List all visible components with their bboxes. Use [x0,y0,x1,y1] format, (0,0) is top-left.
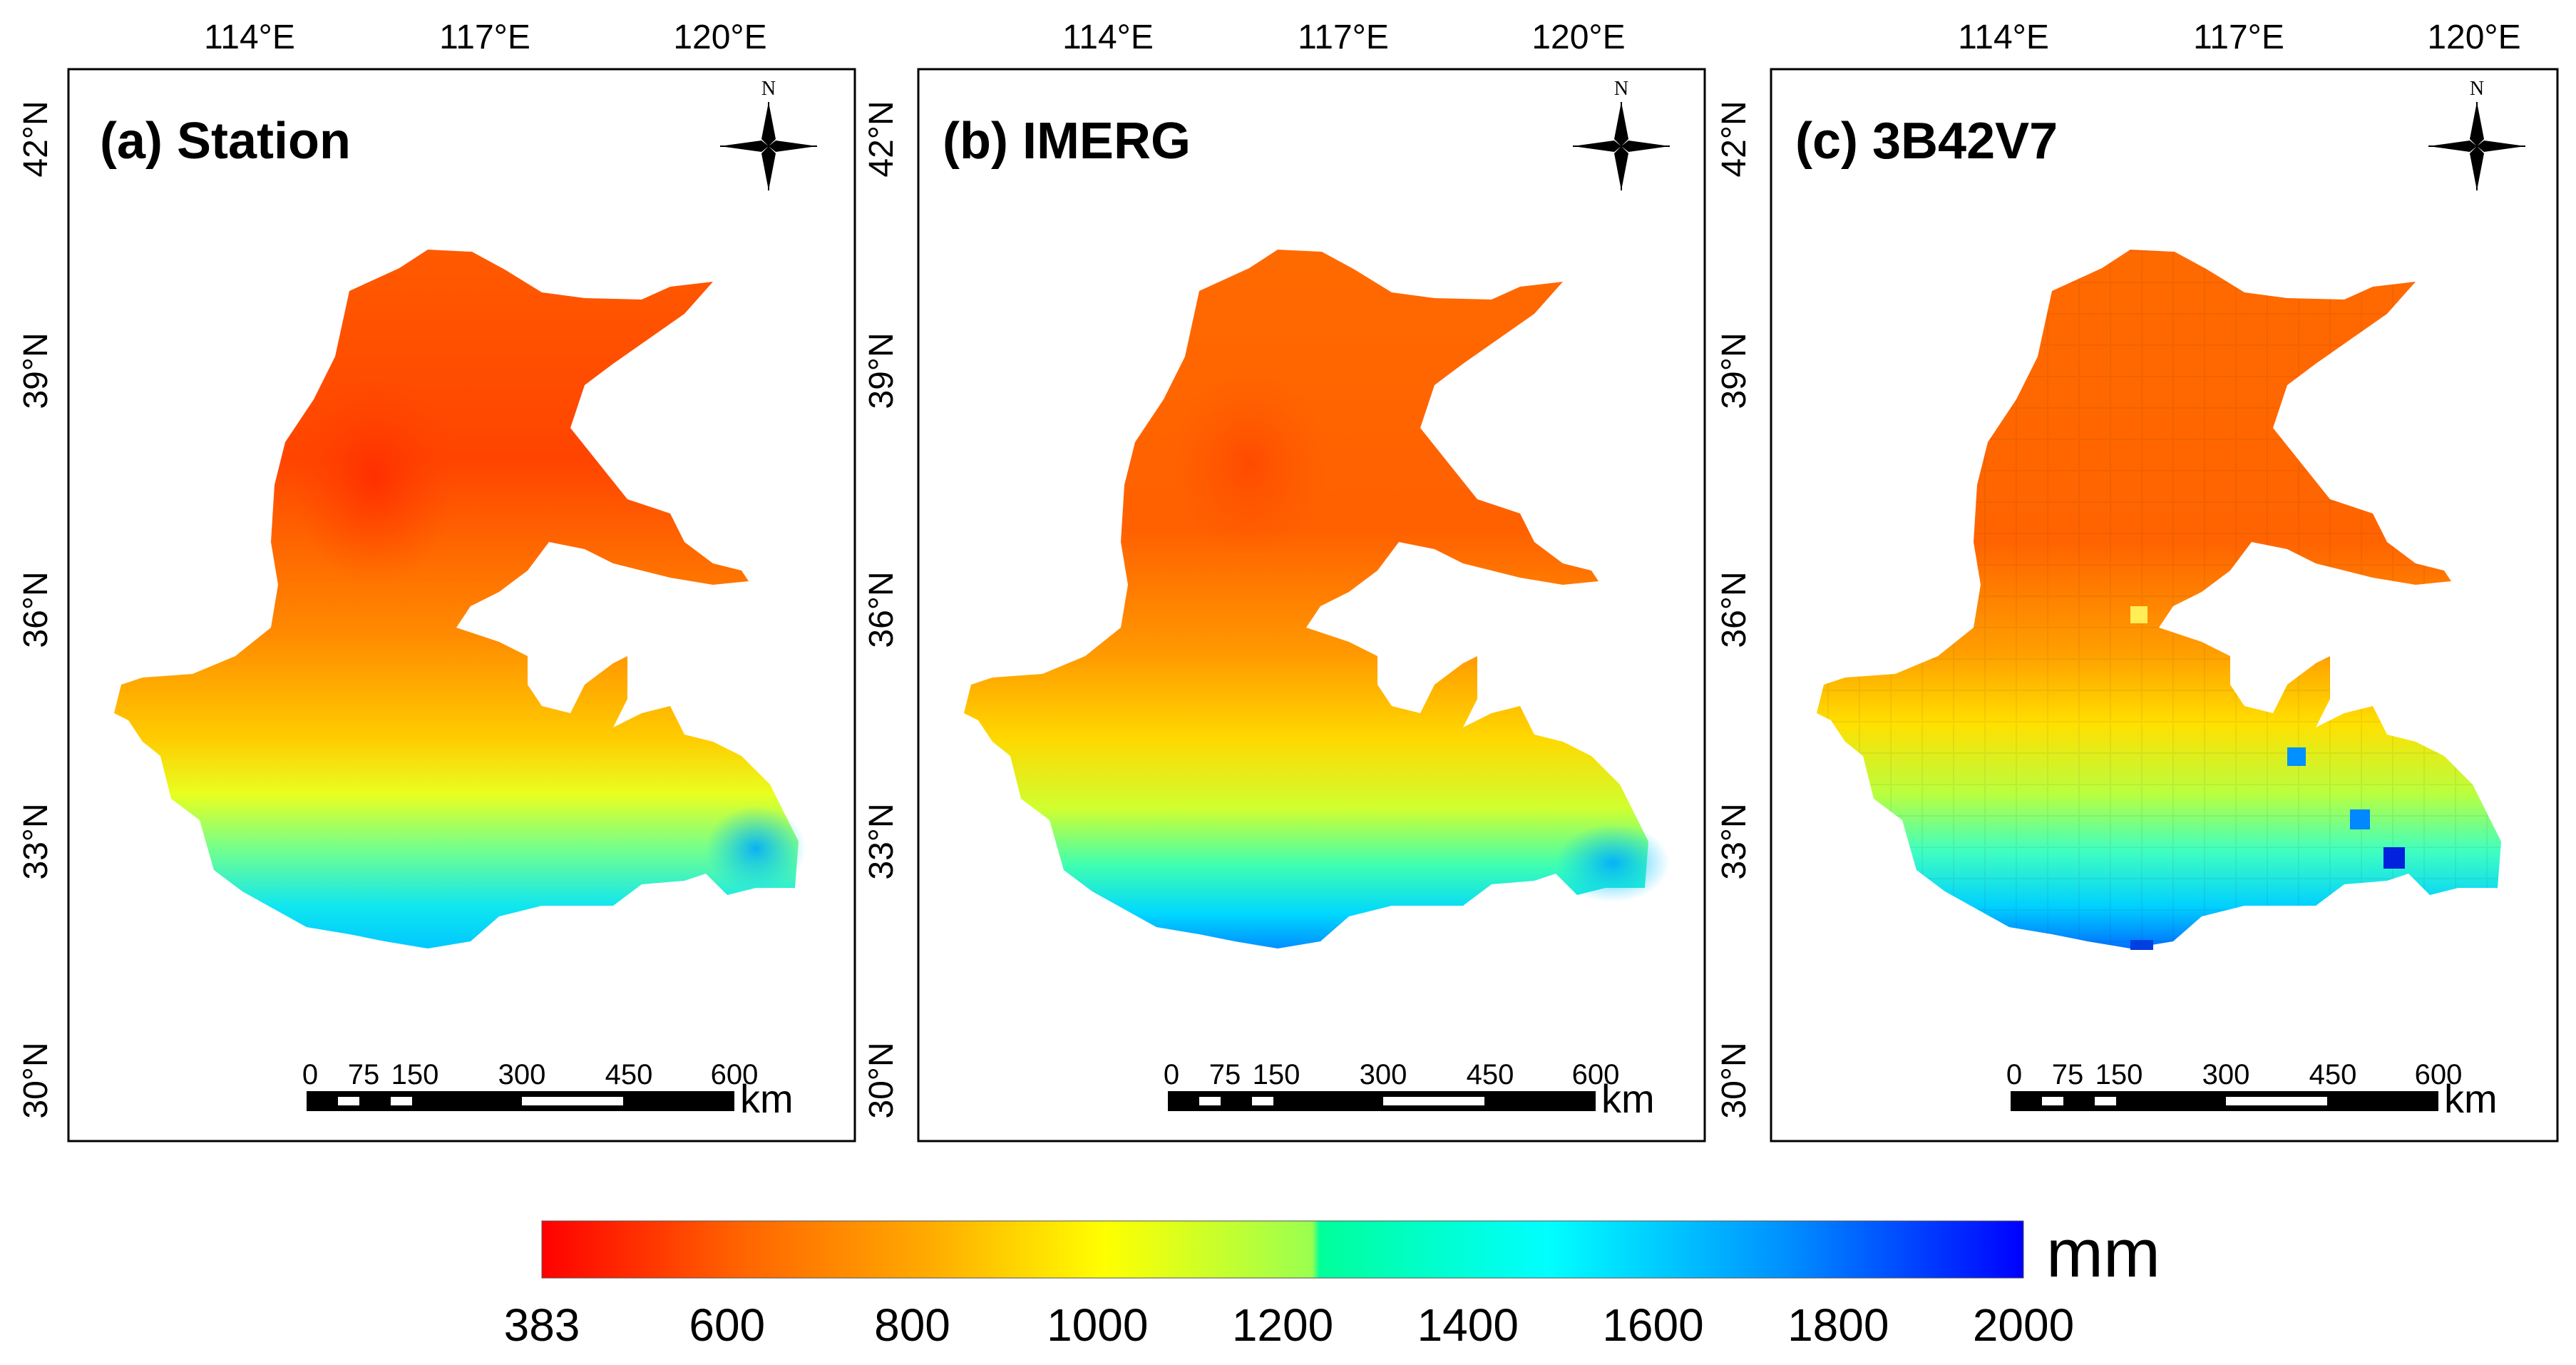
wet-core [1556,824,1670,902]
lat-label-36: 36°N [17,571,55,648]
colorbar: 383 600 800 1000 1200 1400 1600 1800 2000 mm [504,1215,2160,1351]
scale-tick-300: 300 [1360,1059,1407,1090]
north-arrow-label: N [761,78,776,100]
lat-label-30: 30°N [863,1042,900,1118]
wet-pixel [2130,940,2153,950]
scale-tick-0: 0 [2006,1059,2022,1090]
lon-label-117: 117°E [439,19,530,56]
colorbar-ramp [541,1220,2024,1279]
scale-tick-150: 150 [391,1059,439,1090]
lon-tick-labels: 114°E 117°E 120°E [1958,19,2521,56]
panel-station: (a) Station 114°E 117°E 120°E 42°N 39°N … [17,19,856,1142]
lat-label-39: 39°N [863,332,900,409]
colorbar-tick-383: 383 [504,1299,580,1351]
scale-tick-450: 450 [605,1059,653,1090]
lon-label-120: 120°E [1531,19,1625,56]
lon-label-117: 117°E [2193,19,2284,56]
panel-3b42v7: (c) 3B42V7 114°E 117°E 120°E 42°N 39°N 3… [1715,19,2559,1142]
lat-tick-labels: 42°N 39°N 36°N 33°N 30°N [17,101,55,1118]
scale-tick-450: 450 [1467,1059,1514,1090]
lat-label-39: 39°N [1715,332,1753,409]
north-arrow-label: N [1614,78,1628,100]
wet-core [706,806,806,891]
scale-tick-600: 600 [711,1059,759,1090]
lat-label-30: 30°N [1715,1042,1753,1118]
lat-label-39: 39°N [17,332,55,409]
scale-bar: 0 75 150 300 450 600 km [302,1059,794,1121]
lon-label-120: 120°E [673,19,766,56]
scale-tick-300: 300 [498,1059,546,1090]
wet-pixel [2287,747,2306,766]
scale-tick-300: 300 [2202,1059,2250,1090]
panel-title: (a) Station [100,113,351,170]
lon-label-114: 114°E [1958,19,2049,56]
lat-label-36: 36°N [1715,571,1753,648]
dry-core [1171,371,1328,556]
wet-pixel [2383,847,2405,869]
lat-label-42: 42°N [17,101,55,177]
lat-label-42: 42°N [863,101,900,177]
scale-tick-0: 0 [1164,1059,1179,1090]
scale-tick-600: 600 [1572,1059,1620,1090]
lat-label-33: 33°N [863,803,900,879]
colorbar-unit: mm [2046,1215,2160,1292]
lat-label-33: 33°N [17,803,55,879]
colorbar-tick-600: 600 [689,1299,765,1351]
panel-title: (b) IMERG [943,113,1191,170]
scale-tick-0: 0 [302,1059,318,1090]
scale-bar: 0 75 150 300 450 600 km [1164,1059,1655,1121]
scale-tick-75: 75 [2052,1059,2084,1090]
lon-label-120: 120°E [2427,19,2520,56]
panel-title: (c) 3B42V7 [1795,113,2058,170]
north-arrow-label: N [2470,78,2484,100]
scale-tick-150: 150 [1253,1059,1300,1090]
lon-label-114: 114°E [204,19,295,56]
scale-tick-75: 75 [1209,1059,1241,1090]
lon-tick-labels: 114°E 117°E 120°E [204,19,767,56]
scale-tick-450: 450 [2309,1059,2357,1090]
north-arrow: N [1573,78,1670,190]
scale-unit: km [1601,1076,1655,1121]
colorbar-tick-labels: 383 600 800 1000 1200 1400 1600 1800 2000 [504,1299,2075,1351]
region-station [114,250,799,949]
lat-label-42: 42°N [1715,101,1753,177]
scale-tick-150: 150 [2095,1059,2143,1090]
lat-label-36: 36°N [863,571,900,648]
scale-unit: km [2444,1076,2498,1121]
colorbar-tick-1600: 1600 [1602,1299,1703,1351]
lat-label-30: 30°N [17,1042,55,1118]
wet-pixel [2350,809,2370,829]
scale-unit: km [740,1076,794,1121]
colorbar-tick-1000: 1000 [1047,1299,1148,1351]
lon-label-114: 114°E [1062,19,1154,56]
panel-imerg: (b) IMERG 114°E 117°E 120°E 42°N 39°N 36… [863,19,1706,1142]
pixel-grid-overlay [1817,250,2501,949]
colorbar-tick-2000: 2000 [1973,1299,2074,1351]
dry-core [289,371,460,585]
colorbar-tick-1200: 1200 [1232,1299,1333,1351]
region-imerg [964,250,1648,949]
north-arrow: N [2428,78,2525,190]
colorbar-tick-1400: 1400 [1417,1299,1519,1351]
lon-label-117: 117°E [1298,19,1389,56]
scale-bar: 0 75 150 300 450 600 km [2006,1059,2498,1121]
lat-label-33: 33°N [1715,803,1753,879]
north-arrow: N [720,78,817,190]
lat-tick-labels: 42°N 39°N 36°N 33°N 30°N [863,101,900,1118]
dry-pixel [2130,606,2147,623]
colorbar-tick-1800: 1800 [1787,1299,1889,1351]
scale-tick-75: 75 [348,1059,380,1090]
colorbar-tick-800: 800 [874,1299,950,1351]
lat-tick-labels: 42°N 39°N 36°N 33°N 30°N [1715,101,1753,1118]
lon-tick-labels: 114°E 117°E 120°E [1062,19,1626,56]
scale-tick-600: 600 [2415,1059,2463,1090]
